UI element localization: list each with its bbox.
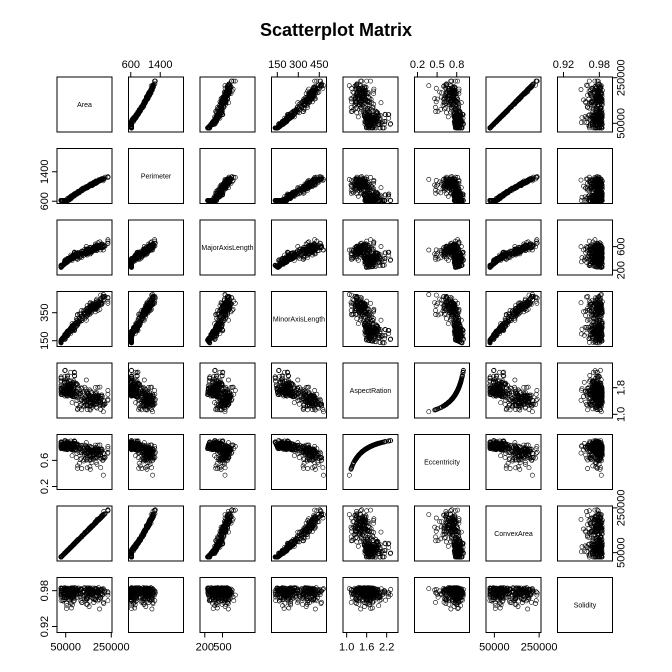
panel-Area-vs-ConvexArea xyxy=(486,77,541,132)
data-point xyxy=(434,178,438,182)
data-point xyxy=(444,111,448,115)
data-point xyxy=(579,178,583,182)
panel-Perimeter-vs-Area xyxy=(57,149,112,204)
panel-Area-vs-AspectRation xyxy=(343,77,398,132)
panel-frame xyxy=(129,220,184,275)
panel-Perimeter-vs-Eccentricity xyxy=(415,149,470,204)
data-point xyxy=(434,86,438,90)
panel-Perimeter-vs-AspectRation xyxy=(343,149,398,204)
data-point xyxy=(369,175,373,179)
variable-label: Perimeter xyxy=(141,174,172,181)
chart-title: Scatterplot Matrix xyxy=(260,20,412,40)
data-point xyxy=(347,84,351,88)
data-point xyxy=(433,105,437,109)
data-point xyxy=(372,92,376,96)
data-point xyxy=(579,120,583,124)
data-point xyxy=(427,84,431,88)
panel-MajorAxisLength-vs-Area xyxy=(57,220,112,275)
data-point xyxy=(587,79,591,83)
panel-Perimeter-vs-ConvexArea xyxy=(486,149,541,204)
panel-Perimeter-vs-MajorAxisLength xyxy=(200,149,255,204)
panel-Area-vs-MinorAxisLength xyxy=(272,77,327,132)
panel-Perimeter-vs-Perimeter: Perimeter xyxy=(129,149,184,204)
panel-frame xyxy=(200,149,255,204)
data-point xyxy=(355,111,359,115)
data-point xyxy=(427,177,431,181)
panel-Area-vs-Solidity xyxy=(558,77,613,132)
data-point xyxy=(446,115,450,119)
variable-label: Area xyxy=(77,102,92,109)
data-point xyxy=(579,87,583,91)
panel-Area-vs-MajorAxisLength xyxy=(200,77,255,132)
data-point xyxy=(435,97,439,101)
data-point xyxy=(365,79,369,83)
panel-Area-vs-Perimeter xyxy=(129,77,184,132)
data-point xyxy=(379,186,383,190)
panel-Area-vs-Eccentricity xyxy=(415,77,470,132)
panel-MajorAxisLength-vs-Perimeter xyxy=(129,220,184,275)
panel-Perimeter-vs-MinorAxisLength xyxy=(272,149,327,204)
data-point xyxy=(435,183,439,187)
data-point xyxy=(369,79,373,83)
panel-Area-vs-Area: Area xyxy=(57,77,112,132)
panels-group: AreaPerimeterMajorAxisLengthMinorAxisLen… xyxy=(57,77,613,633)
panel-Perimeter-vs-Solidity xyxy=(558,149,613,204)
data-point xyxy=(356,115,360,119)
data-point xyxy=(587,97,591,101)
data-point xyxy=(379,101,383,105)
